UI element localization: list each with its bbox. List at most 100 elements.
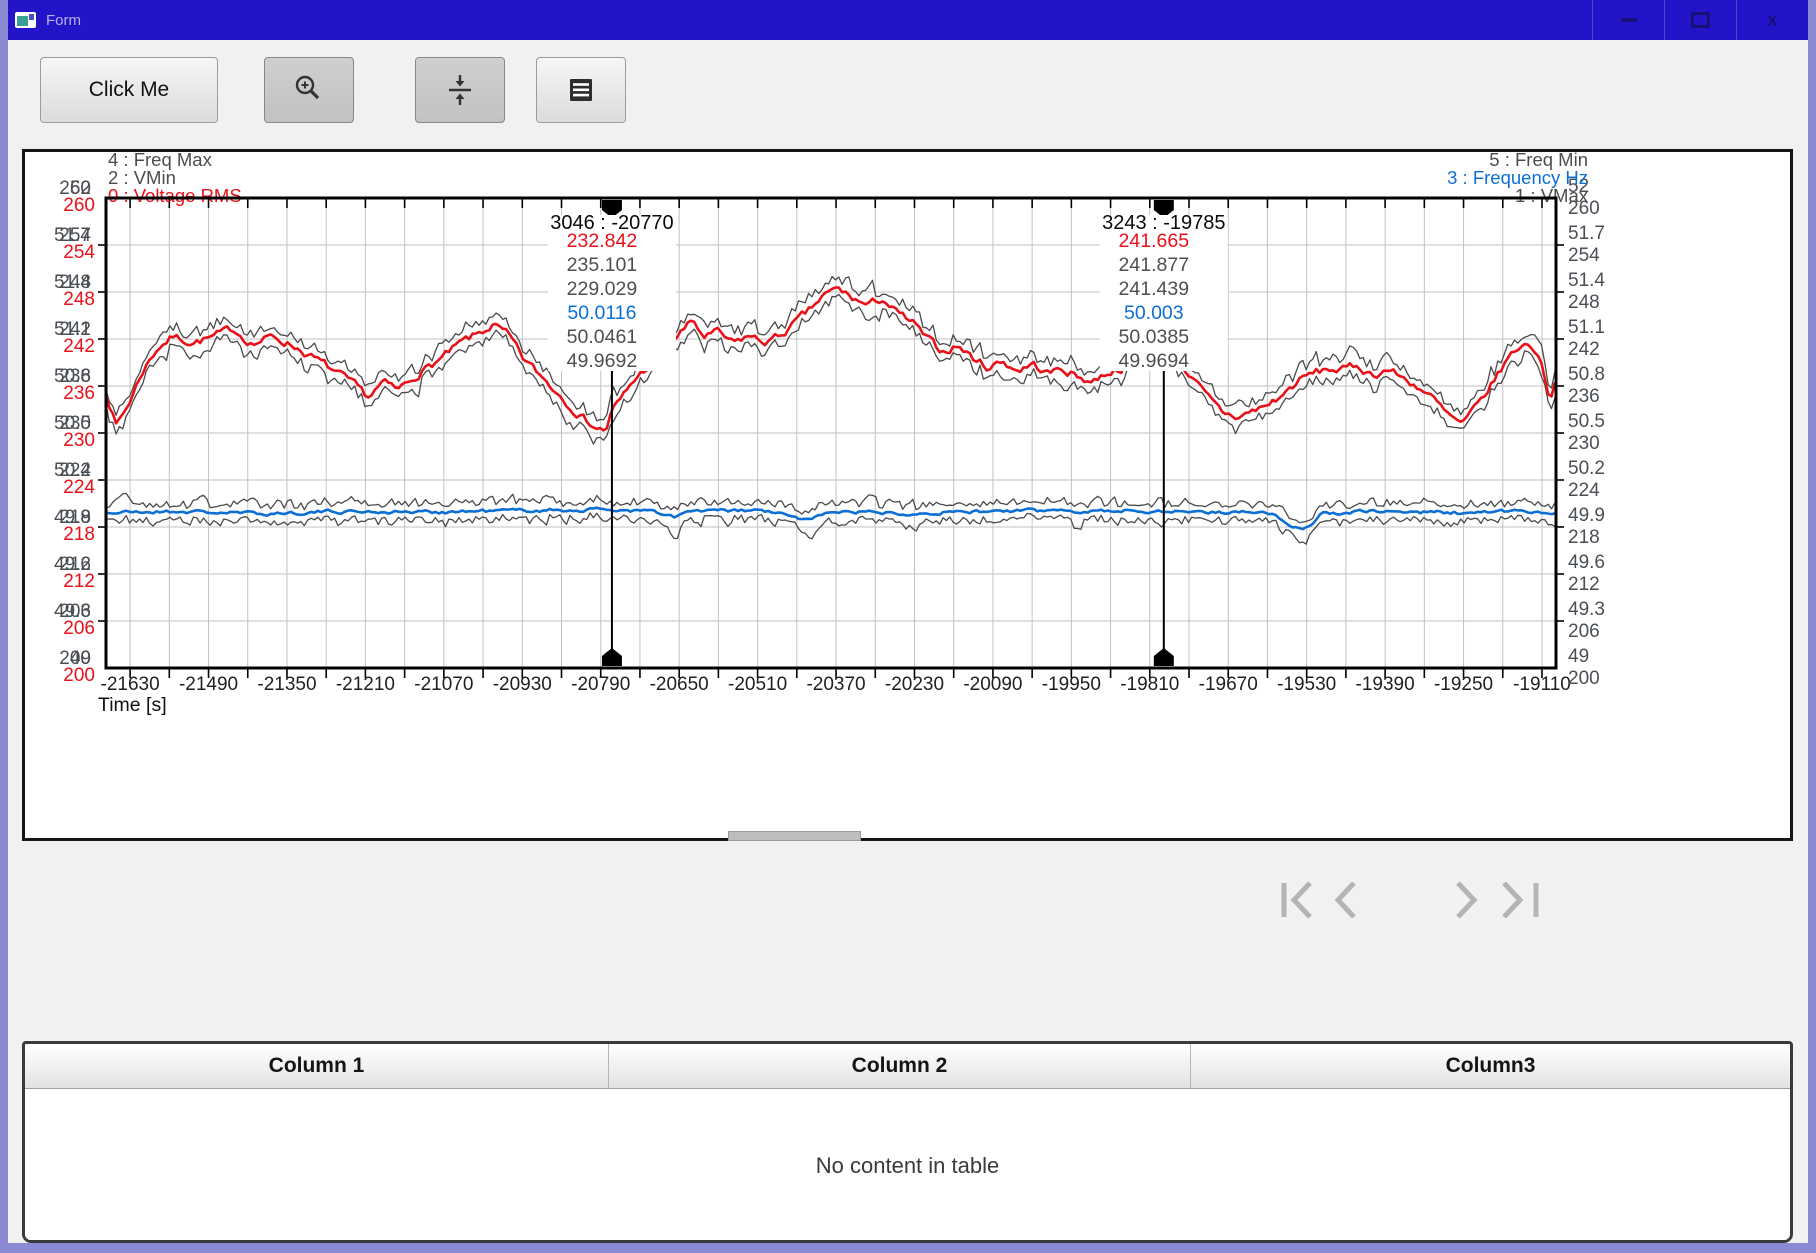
close-icon: x xyxy=(1767,10,1778,30)
svg-text:212: 212 xyxy=(59,554,91,575)
column-header-2[interactable]: Column 2 xyxy=(609,1044,1191,1088)
table-view-button[interactable] xyxy=(536,57,626,123)
svg-text:49.9694: 49.9694 xyxy=(1119,350,1190,372)
svg-text:50.003: 50.003 xyxy=(1124,302,1184,324)
window-border-left xyxy=(0,0,8,1253)
cursor-1-header: 3046 : -20770 xyxy=(550,212,673,234)
cursor-1[interactable]: 3046 : -20770232.842235.101229.02950.011… xyxy=(547,200,676,666)
minimize-button[interactable] xyxy=(1592,0,1664,40)
svg-text:1 : VMax: 1 : VMax xyxy=(1515,185,1589,206)
first-page-button[interactable] xyxy=(1278,882,1318,918)
svg-text:50.2: 50.2 xyxy=(54,460,91,481)
svg-text:-20510: -20510 xyxy=(728,674,787,695)
svg-text:236: 236 xyxy=(59,366,91,387)
svg-text:51.1: 51.1 xyxy=(54,319,91,340)
svg-text:3 : Frequency Hz: 3 : Frequency Hz xyxy=(1447,167,1588,188)
svg-text:212: 212 xyxy=(63,571,95,592)
svg-text:236: 236 xyxy=(1568,386,1600,407)
svg-text:50.0385: 50.0385 xyxy=(1119,326,1190,348)
zoom-button[interactable] xyxy=(264,57,354,123)
svg-text:50.0116: 50.0116 xyxy=(567,302,636,324)
svg-text:218: 218 xyxy=(59,507,91,528)
fit-vertical-button[interactable] xyxy=(415,57,505,123)
svg-text:-19390: -19390 xyxy=(1356,674,1415,695)
table-body: No content in table xyxy=(25,1089,1790,1240)
maximize-button[interactable] xyxy=(1664,0,1736,40)
chart-panel: -21630 -21490 -21350 -21210 -21070 -20930 -207… xyxy=(22,149,1793,841)
column-header-1[interactable]: Column 1 xyxy=(25,1044,609,1088)
svg-text:-19530: -19530 xyxy=(1277,674,1336,695)
svg-text:-19950: -19950 xyxy=(1042,674,1101,695)
svg-text:200: 200 xyxy=(63,665,95,686)
svg-text:224: 224 xyxy=(1568,480,1600,501)
window-border-bottom xyxy=(0,1243,1816,1253)
svg-text:248: 248 xyxy=(59,272,91,293)
table-empty-text: No content in table xyxy=(815,1153,1000,1178)
svg-text:51.1: 51.1 xyxy=(1568,317,1605,338)
svg-text:206: 206 xyxy=(63,618,95,639)
window-border-right xyxy=(1808,0,1816,1253)
svg-text:206: 206 xyxy=(59,601,91,622)
svg-text:-20230: -20230 xyxy=(885,674,944,695)
svg-text:232.842: 232.842 xyxy=(567,230,638,252)
svg-text:235.101: 235.101 xyxy=(567,254,638,276)
svg-text:4 : Freq Max: 4 : Freq Max xyxy=(108,152,213,170)
last-page-button[interactable] xyxy=(1502,882,1542,918)
svg-text:49.9: 49.9 xyxy=(1568,505,1605,526)
cursor-2[interactable]: 3243 : -19785241.665241.877241.43950.003… xyxy=(1099,200,1228,666)
close-button[interactable]: x xyxy=(1736,0,1808,40)
svg-text:241.665: 241.665 xyxy=(1119,230,1190,252)
previous-page-button[interactable] xyxy=(1330,882,1370,918)
chart-canvas[interactable]: -21630 -21490 -21350 -21210 -21070 -20930 -207… xyxy=(25,152,1790,838)
svg-text:206: 206 xyxy=(1568,621,1600,642)
first-page-icon xyxy=(1281,882,1312,918)
svg-text:-20370: -20370 xyxy=(806,674,865,695)
axis-ticks xyxy=(98,198,1564,678)
svg-text:-20790: -20790 xyxy=(571,674,630,695)
svg-text:50.2: 50.2 xyxy=(1568,458,1605,479)
svg-text:49.9: 49.9 xyxy=(54,507,91,528)
title-bar: Form x xyxy=(8,0,1808,40)
series-freq-max xyxy=(105,492,1556,524)
svg-text:224: 224 xyxy=(59,460,91,481)
svg-text:254: 254 xyxy=(59,225,91,246)
svg-text:-21070: -21070 xyxy=(414,674,473,695)
svg-text:254: 254 xyxy=(1568,245,1600,266)
svg-text:260: 260 xyxy=(63,195,95,216)
data-table[interactable]: Column 1 Column 2 Column3 No content in ta… xyxy=(22,1041,1793,1243)
column-header-3[interactable]: Column3 xyxy=(1445,1054,1536,1077)
svg-text:-20090: -20090 xyxy=(963,674,1022,695)
svg-text:218: 218 xyxy=(1568,527,1600,548)
svg-text:-19810: -19810 xyxy=(1120,674,1179,695)
svg-text:218: 218 xyxy=(63,524,95,545)
last-page-icon xyxy=(1502,882,1539,918)
minimize-icon xyxy=(1620,18,1637,22)
svg-text:248: 248 xyxy=(1568,292,1600,313)
svg-text:49.6: 49.6 xyxy=(1568,552,1605,573)
svg-text:52: 52 xyxy=(70,178,91,199)
list-sheet-icon xyxy=(570,79,592,101)
window-controls: x xyxy=(1592,0,1808,40)
svg-text:51.4: 51.4 xyxy=(1568,270,1605,291)
svg-text:-20930: -20930 xyxy=(493,674,552,695)
svg-text:242: 242 xyxy=(63,336,95,357)
svg-text:5 : Freq Min: 5 : Freq Min xyxy=(1489,152,1588,170)
svg-text:-19670: -19670 xyxy=(1199,674,1258,695)
svg-text:49.3: 49.3 xyxy=(1568,599,1605,620)
svg-text:50.8: 50.8 xyxy=(54,366,91,387)
series-vmin xyxy=(105,293,1556,445)
chart-series xyxy=(104,275,1557,545)
maximize-icon xyxy=(1691,12,1710,28)
svg-text:229.029: 229.029 xyxy=(567,278,638,300)
svg-text:52: 52 xyxy=(1568,176,1589,197)
plot-border xyxy=(104,196,1558,670)
x-axis-title: Time [s] xyxy=(98,694,167,716)
svg-text:254: 254 xyxy=(63,242,95,263)
chart-scrollbar-thumb[interactable] xyxy=(728,831,861,841)
svg-text:49: 49 xyxy=(1568,646,1589,667)
next-page-button[interactable] xyxy=(1450,882,1490,918)
svg-text:-20650: -20650 xyxy=(650,674,709,695)
click-me-button[interactable]: Click Me xyxy=(40,57,218,123)
